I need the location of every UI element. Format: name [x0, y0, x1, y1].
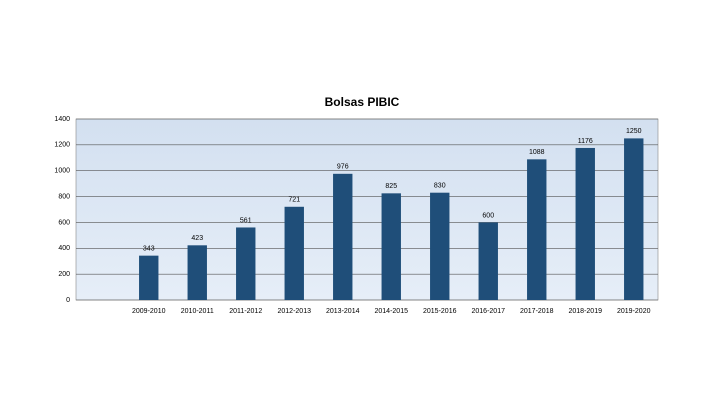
- data-label: 1088: [529, 149, 545, 156]
- data-label: 976: [337, 164, 349, 171]
- bar: [284, 206, 304, 300]
- x-tick-label: 2010-2011: [181, 308, 214, 315]
- bar: [381, 193, 401, 300]
- y-tick-label: 200: [58, 271, 70, 278]
- bar: [575, 147, 595, 300]
- bar: [624, 138, 644, 300]
- y-tick-label: 1400: [54, 116, 70, 123]
- x-tick-label: 2012-2013: [278, 308, 312, 315]
- y-tick-label: 800: [58, 193, 70, 200]
- plot-area: [75, 118, 659, 301]
- data-label: 561: [240, 217, 252, 224]
- y-tick-label: 400: [58, 245, 70, 252]
- bar: [236, 227, 256, 300]
- x-tick-label: 2018-2019: [569, 308, 603, 315]
- y-tick-label: 1200: [54, 142, 70, 149]
- x-tick-label: 2013-2014: [326, 308, 360, 315]
- bar: [333, 173, 353, 300]
- data-label: 1250: [626, 128, 642, 135]
- data-label: 343: [143, 245, 155, 252]
- bar: [527, 159, 547, 300]
- x-tick-label: 2015-2016: [423, 308, 457, 315]
- x-tick-label: 2009-2010: [132, 308, 166, 315]
- x-tick-label: 2019-2020: [617, 308, 651, 315]
- data-label: 1176: [578, 138, 593, 145]
- data-label: 600: [482, 212, 494, 219]
- x-tick-label: 2016-2017: [472, 308, 506, 315]
- data-label: 423: [191, 235, 203, 242]
- bar: [187, 245, 207, 300]
- y-tick-label: 1000: [54, 168, 70, 175]
- bar: [430, 192, 450, 300]
- data-label: 830: [434, 183, 446, 190]
- data-label: 721: [288, 197, 300, 204]
- data-label: 825: [385, 183, 397, 190]
- bar: [478, 222, 498, 300]
- chart-title: Bolsas PIBIC: [325, 95, 400, 109]
- y-tick-label: 600: [58, 219, 70, 226]
- y-tick-label: 0: [66, 297, 70, 304]
- x-tick-label: 2011-2012: [229, 308, 262, 315]
- x-tick-label: 2017-2018: [520, 308, 554, 315]
- bar: [139, 255, 159, 300]
- x-tick-label: 2014-2015: [375, 308, 409, 315]
